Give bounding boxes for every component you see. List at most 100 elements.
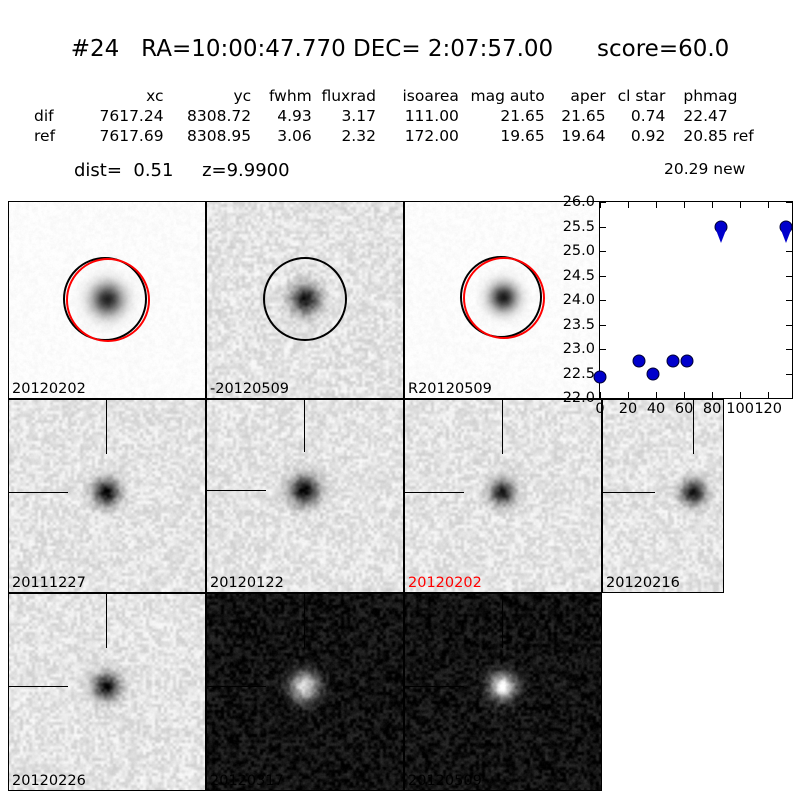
y-tick	[600, 398, 606, 399]
col-head-aper: aper	[570, 87, 606, 105]
col-head-xc: xc	[146, 87, 164, 105]
stamp-date-label: R20120509	[408, 381, 492, 397]
col-head-fwhm: fwhm	[268, 87, 312, 105]
data-point	[680, 354, 694, 368]
cell-phmag-ref: 20.85 ref	[683, 127, 754, 145]
table-header-row: xc yc fwhm fluxrad isoarea mag auto aper…	[28, 86, 772, 106]
y-tick-right	[786, 373, 792, 375]
cell-tag-dif: dif	[34, 107, 54, 125]
y-tick-right	[786, 275, 792, 277]
stamp-date-label: 20111227	[12, 575, 86, 591]
stamp-date-label: -20120509	[210, 381, 290, 397]
cell-fwhm-ref: 3.06	[277, 127, 312, 145]
stamp-date-label: 20120202	[12, 381, 86, 397]
stamp-image	[207, 594, 403, 790]
x-tick	[656, 392, 658, 398]
cell-fluxrad-ref: 2.32	[341, 127, 376, 145]
y-tick-right	[786, 349, 792, 350]
stamp-date-label: 20120226	[12, 773, 86, 789]
crosshair-tick-vertical	[693, 400, 694, 454]
x-tick-label: 60	[674, 401, 694, 417]
cell-magauto-dif: 21.65	[500, 107, 545, 125]
y-tick-right	[786, 300, 792, 301]
x-tick-top	[712, 202, 714, 208]
y-tick	[600, 349, 606, 350]
upper-limit-arrow-icon	[715, 229, 726, 243]
crosshair-tick-vertical	[106, 400, 107, 454]
light-curve-plot[interactable]: 22.0 22.5 23.0 23.5 24.0 24.5 25.0 25.5 26.0 0 20 4…	[563, 194, 793, 417]
x-tick-top	[628, 202, 630, 208]
cell-fwhm-dif: 4.93	[277, 107, 312, 125]
data-point	[632, 354, 646, 368]
crosshair-tick-horizontal	[207, 686, 266, 687]
col-head-magauto: mag auto	[470, 87, 545, 105]
cell-clstar-dif: 0.74	[630, 107, 666, 125]
crosshair-tick-horizontal	[603, 492, 655, 493]
stamp-panel-20120226[interactable]: 20120226	[8, 593, 206, 791]
x-tick	[628, 392, 630, 398]
x-tick	[712, 392, 714, 398]
crosshair-tick-vertical	[304, 594, 305, 648]
crosshair-tick-horizontal	[9, 686, 68, 687]
stamp-panel-20120509[interactable]: 20120509	[404, 593, 602, 791]
cell-xc-dif: 7617.24	[99, 107, 164, 125]
stamp-date-label: 20120317	[210, 773, 284, 789]
x-tick	[740, 392, 742, 398]
y-tick-label: 23.5	[562, 316, 595, 333]
aperture-circle-red	[66, 258, 150, 342]
y-tick	[600, 324, 606, 326]
stamp-image	[603, 400, 723, 592]
stamp-panel-20120122[interactable]: 20120122	[206, 399, 404, 593]
x-tick-label: 120	[754, 401, 783, 417]
cell-yc-ref: 8308.95	[187, 127, 252, 145]
stamp-image	[405, 594, 601, 790]
crosshair-tick-horizontal	[405, 686, 464, 687]
stamp-panel-20120216[interactable]: 20120216	[602, 399, 724, 593]
table-row: ref 7617.69 8308.95 3.06 2.32 172.00 19.…	[28, 126, 772, 146]
crosshair-tick-vertical	[304, 400, 305, 452]
stamp-date-label: 20120122	[210, 575, 284, 591]
cell-aper-dif: 21.65	[561, 107, 606, 125]
col-head-isoarea: isoarea	[402, 87, 459, 105]
cell-tag-ref: ref	[34, 127, 56, 145]
x-tick-label: 20	[618, 401, 638, 417]
stamp-panel-20120202[interactable]: 20120202	[404, 399, 602, 593]
cell-magauto-ref: 19.65	[500, 127, 545, 145]
stamp-panel-20120509[interactable]: -20120509	[206, 201, 404, 399]
stamp-date-label: 20120202	[408, 575, 482, 591]
stamp-image	[207, 400, 403, 592]
y-tick-label: 25.0	[562, 243, 595, 259]
x-tick-top	[600, 202, 601, 208]
data-point	[666, 354, 680, 368]
stamp-image	[405, 400, 601, 592]
y-tick	[600, 275, 606, 277]
measurements-table: xc yc fwhm fluxrad isoarea mag auto aper…	[28, 86, 772, 146]
distance-redshift-text: dist= 0.51 z=9.9900	[74, 160, 290, 181]
stamp-panel-20120202[interactable]: 20120202	[8, 201, 206, 399]
y-tick-label: 23.0	[562, 341, 595, 357]
stamp-panel-20111227[interactable]: 20111227	[8, 399, 206, 593]
cell-yc-dif: 8308.72	[187, 107, 252, 125]
y-tick-label: 25.5	[562, 218, 595, 235]
stamp-date-label: 20120216	[606, 575, 680, 591]
page-title: #24 RA=10:00:47.770 DEC= 2:07:57.00 scor…	[70, 36, 730, 62]
cell-xc-ref: 7617.69	[99, 127, 164, 145]
crosshair-tick-horizontal	[405, 492, 464, 493]
x-tick-label: 80	[702, 401, 722, 417]
col-head-fluxrad: fluxrad	[321, 87, 376, 105]
stamp-panel-R20120509[interactable]: R20120509	[404, 201, 602, 399]
crosshair-tick-vertical	[502, 400, 503, 454]
col-head-phmag: phmag	[683, 87, 738, 105]
phmag-new-value: 20.29 new	[664, 160, 746, 178]
y-tick-label: 26.0	[562, 194, 595, 210]
y-tick-right	[786, 251, 792, 252]
upper-limit-arrow-icon	[781, 229, 792, 243]
cell-fluxrad-dif: 3.17	[341, 107, 376, 125]
cell-aper-ref: 19.64	[561, 127, 606, 145]
crosshair-tick-horizontal	[207, 490, 266, 491]
col-head-tag	[28, 86, 76, 106]
aperture-circle-red	[463, 257, 545, 339]
y-tick-label: 24.0	[562, 292, 595, 308]
cell-clstar-ref: 0.92	[630, 127, 666, 145]
stamp-panel-20120317[interactable]: 20120317	[206, 593, 404, 791]
